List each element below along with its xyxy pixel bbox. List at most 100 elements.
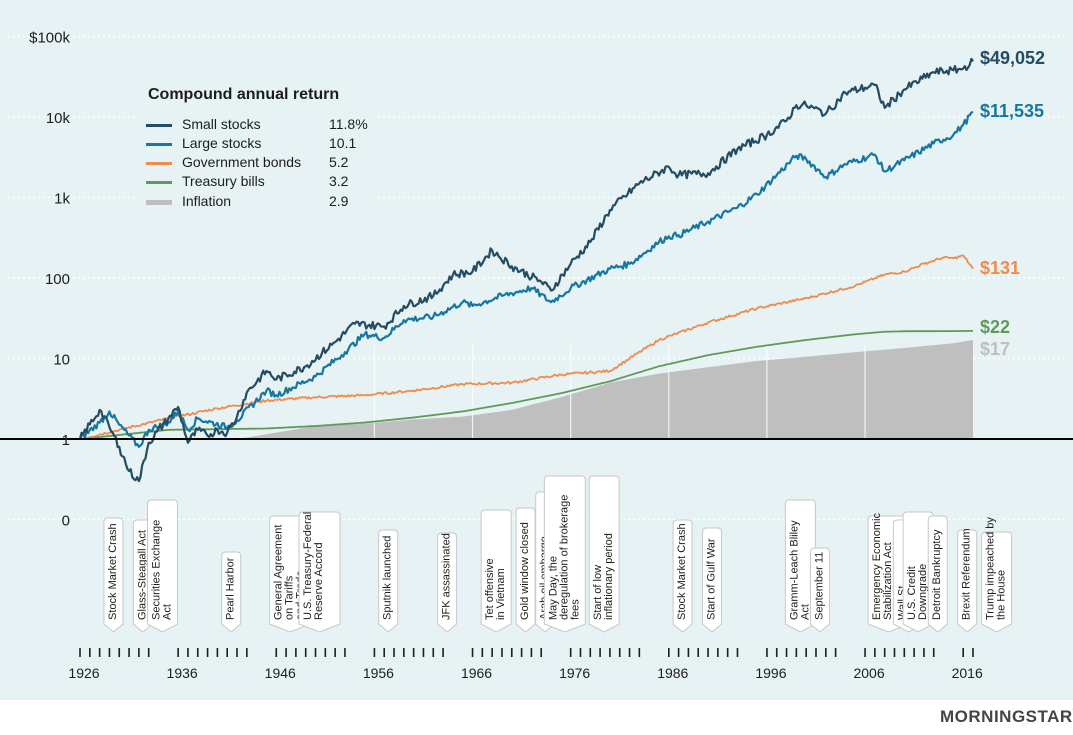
event-callout: Start of Gulf War <box>702 527 723 633</box>
event-label-line: Gold window closed <box>519 522 531 620</box>
event-callout-box <box>221 551 242 633</box>
series-line-small-stocks <box>78 57 974 483</box>
end-label-large-stocks: $11,535 <box>980 101 1044 121</box>
x-tick-label: 1946 <box>265 665 296 681</box>
event-label-line: May Day, the <box>547 556 559 620</box>
legend-label: Large stocks <box>182 135 262 151</box>
event-callout-box <box>480 509 512 633</box>
event-callout-box <box>927 515 948 633</box>
event-label: Detroit Bankruptcy <box>931 529 943 620</box>
event-label-line: the House <box>996 570 1008 620</box>
x-tick-label: 1966 <box>461 665 492 681</box>
event-callout: May Day, thederegulation of brokeragefee… <box>543 475 586 633</box>
y-tick-label: 1k <box>54 191 70 208</box>
end-label-treasury-bills: $22 <box>980 317 1010 337</box>
legend-title: Compound annual return <box>148 86 340 103</box>
legend-swatch <box>146 181 172 184</box>
legend-value: 5.2 <box>329 154 349 170</box>
x-tick-label: 1996 <box>755 665 786 681</box>
end-label-small-stocks: $49,052 <box>980 48 1045 68</box>
event-label: Gold window closed <box>519 522 531 620</box>
event-label: U.S. CreditDowngrade <box>906 564 929 620</box>
series-lines <box>78 57 974 483</box>
y-tick-label: 10 <box>53 352 70 369</box>
event-callout: U.S. Treasury-FederalReserve Accord <box>298 511 341 633</box>
event-callout-box <box>784 499 816 633</box>
x-tick-label: 1926 <box>68 665 99 681</box>
event-callout: Start of lowinflationary period <box>588 475 620 633</box>
event-callout: Pearl Harbor <box>221 551 242 633</box>
event-label: September 11 <box>813 552 825 620</box>
event-callout-box <box>147 499 179 633</box>
event-label: Pearl Harbor <box>225 557 237 620</box>
event-label-line: Stock Market Crash <box>107 523 119 620</box>
legend-item-large-stocks: Large stocks 10.1 <box>146 135 371 153</box>
y-tick-label: 1 <box>62 432 70 449</box>
event-label: Trump impeached bythe House <box>985 517 1008 620</box>
legend-item-government-bonds: Government bonds 5.2 <box>146 154 371 172</box>
event-label-line: Brexit Referendum <box>961 528 973 620</box>
event-label-line: Glass-Steagall Act <box>136 530 148 620</box>
y-axis-labels: 0 1 10 100 1k 10k $100k <box>29 30 70 530</box>
x-axis: 1926 1936 1946 1956 1966 1976 1986 1996 2006 2016 <box>68 648 983 681</box>
event-label: JFK assassinated <box>441 533 453 620</box>
logo-text: MORNINGSTAR <box>940 707 1073 726</box>
y-tick-label: 0 <box>62 513 70 530</box>
event-callout: Detroit Bankruptcy <box>927 515 948 633</box>
event-callout: Gold window closed <box>515 507 536 633</box>
event-label-line: fees <box>569 599 581 620</box>
event-label-line: General Agreement <box>273 525 285 620</box>
legend-swatch <box>146 162 172 165</box>
legend-label: Small stocks <box>182 116 261 132</box>
morningstar-logo: MORNINGSTAR® <box>940 707 1073 727</box>
event-label: Securities ExchangeAct <box>151 520 174 620</box>
event-callout-box <box>981 531 1013 633</box>
legend-value: 11.8% <box>329 116 368 132</box>
event-callout: Tet offensivein Vietnam <box>480 509 512 633</box>
legend-item-treasury-bills: Treasury bills 3.2 <box>146 173 371 191</box>
event-label: Tet offensivein Vietnam <box>484 558 507 620</box>
y-tick-label: 10k <box>46 110 71 127</box>
event-label: Stock Market Crash <box>107 523 119 620</box>
end-labels: $49,052 $11,535 $131 $22$17 <box>980 48 1045 359</box>
event-callout: Brexit Referendum <box>957 528 978 633</box>
event-label-line: Start of low <box>592 565 604 620</box>
inflation-area <box>80 339 973 439</box>
event-label: U.S. Treasury-FederalReserve Accord <box>302 512 325 620</box>
event-label: Gramm-Leach BlileyAct <box>788 520 811 620</box>
event-label-line: Act <box>162 604 174 620</box>
event-label: Emergency EconomicStabilization Act <box>871 513 894 620</box>
inflation-area-layer <box>80 339 973 439</box>
legend-swatch <box>146 124 172 127</box>
legend: Compound annual return Small stocks 11.8… <box>136 76 376 218</box>
event-label: Sputnik launched <box>382 536 394 620</box>
event-label-line: Downgrade <box>917 564 929 620</box>
event-label-line: in Vietnam <box>495 568 507 620</box>
x-tick-label: 1936 <box>167 665 198 681</box>
event-label: Start of lowinflationary period <box>592 533 615 620</box>
series-line-government-bonds <box>79 254 974 440</box>
legend-value: 10.1 <box>329 135 357 151</box>
event-callout-box <box>378 529 399 633</box>
legend-swatch <box>146 200 172 205</box>
y-tick-label: $100k <box>29 30 70 47</box>
event-label: May Day, thederegulation of brokeragefee… <box>547 495 581 620</box>
event-label-line: Stock Market Crash <box>676 523 688 620</box>
end-label-inflation: $17 <box>980 339 1010 359</box>
event-label: Stock Market Crash <box>676 523 688 620</box>
legend-item-small-stocks: Small stocks 11.8% <box>146 116 371 134</box>
event-label-line: Tet offensive <box>484 558 496 620</box>
event-label-line: Emergency Economic <box>871 513 883 620</box>
x-tick-label: 1986 <box>657 665 688 681</box>
legend-label: Inflation <box>182 193 232 209</box>
legend-label: Treasury bills <box>182 173 265 189</box>
event-label-line: Detroit Bankruptcy <box>931 529 943 620</box>
event-callout: Gramm-Leach BlileyAct <box>784 499 816 633</box>
legend-swatch <box>146 143 172 146</box>
event-callout: Sputnik launched <box>378 529 399 633</box>
event-label-line: Start of Gulf War <box>706 538 718 620</box>
y-tick-label: 100 <box>45 271 70 288</box>
event-label: Start of Gulf War <box>706 538 718 620</box>
event-callout-box <box>809 547 830 633</box>
legend-value: 3.2 <box>329 173 349 189</box>
